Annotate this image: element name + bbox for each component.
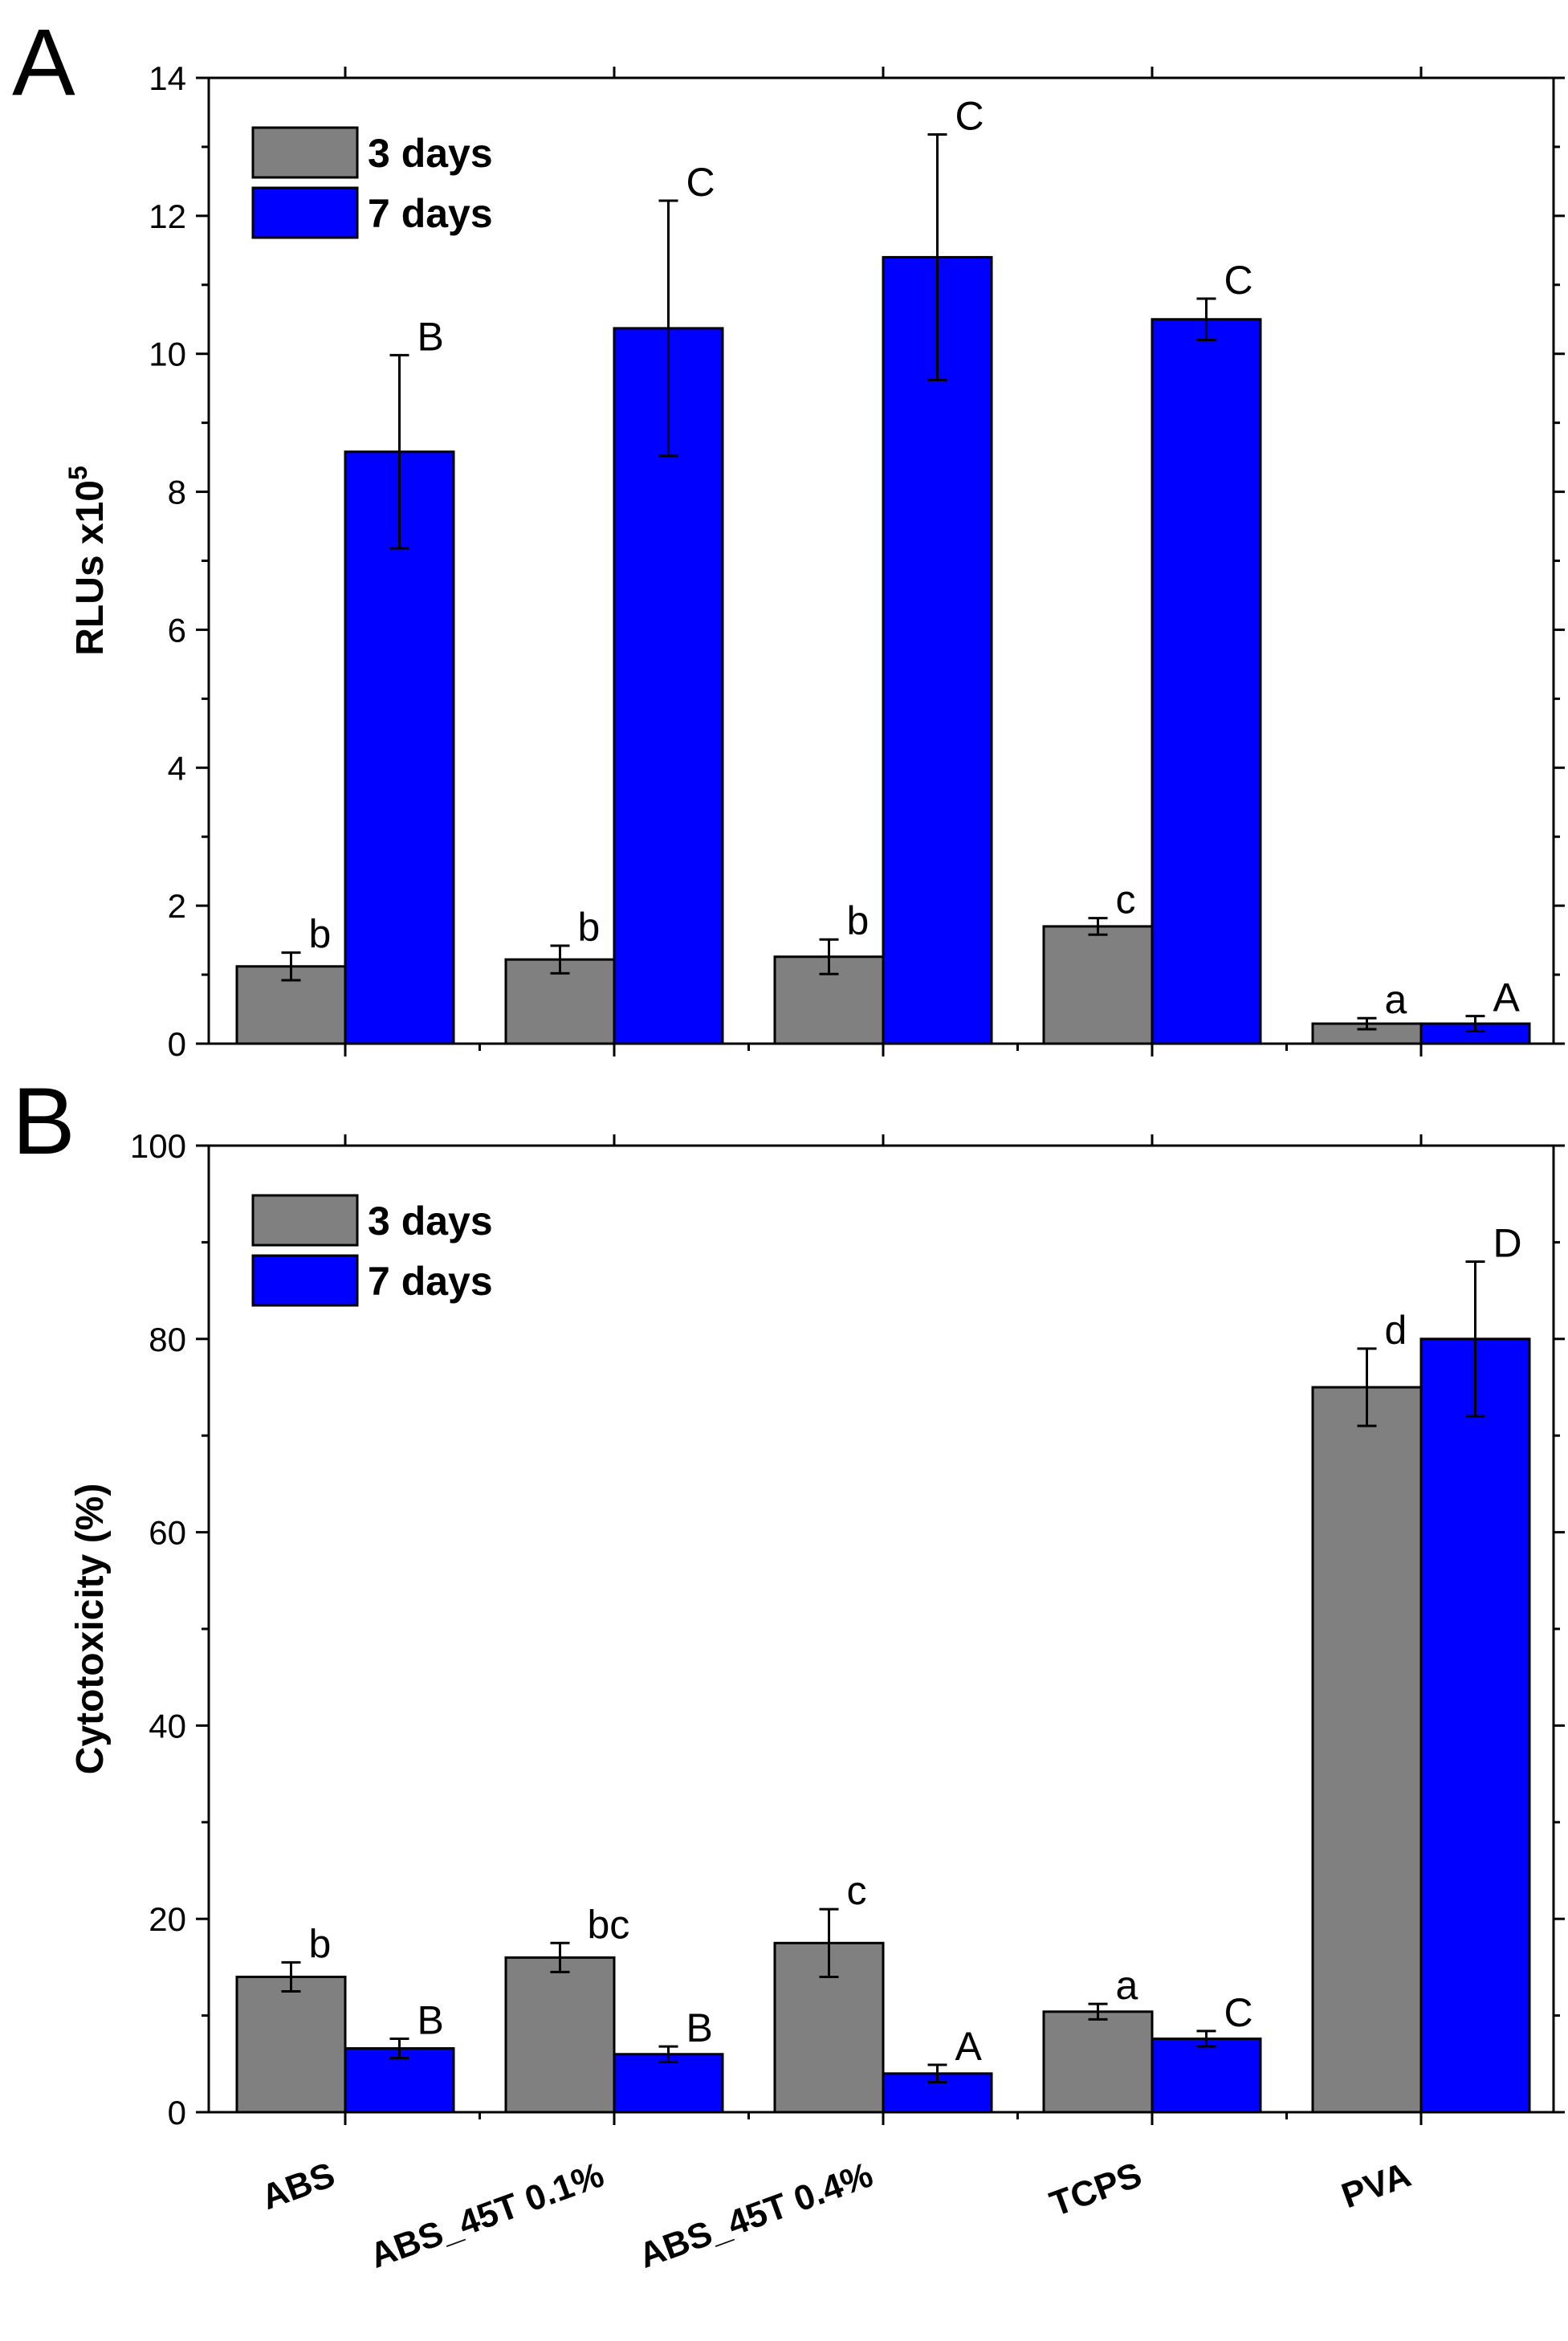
panel-a-bar	[1042, 925, 1154, 1045]
panel-a-y-tick-label: 4	[168, 749, 186, 787]
panel-b-legend-label: 7 days	[368, 1259, 493, 1304]
panel-b-legend-swatch	[251, 1194, 359, 1247]
panel-b-y-tick-label: 0	[168, 2094, 186, 2131]
panel-a-significance-letter: c	[1116, 877, 1136, 922]
panel-a-letter: A	[12, 10, 75, 116]
panel-b-significance-letter: a	[1116, 1963, 1138, 2008]
panel-b-y-axis-title: Cytotoxicity (%)	[69, 1484, 112, 1775]
panel-a-legend-swatch	[251, 126, 359, 179]
panel-b-chart: b bc c a d B B A C D 0 20 40 60 80 100 ABS ABS_45T 0.1% AB…	[69, 1127, 1565, 2276]
category-label: ABS_45T 0.4%	[633, 2155, 878, 2276]
panel-b-bar	[1311, 1386, 1423, 2114]
panel-a-bar	[1151, 318, 1262, 1045]
panel-a-y-axis-superscript: 5	[63, 466, 92, 480]
panel-b-y-tick-label: 60	[149, 1514, 186, 1552]
category-label: PVA	[1337, 2155, 1416, 2216]
panel-b-bar	[504, 1956, 616, 2114]
panel-a-y-tick-label: 14	[149, 59, 186, 97]
panel-a-significance-letter: C	[686, 160, 715, 205]
panel-a-significance-letter: C	[1224, 258, 1253, 303]
panel-a-significance-letter: A	[1493, 975, 1521, 1020]
panel-b-bar	[1151, 2037, 1262, 2114]
panel-a-legend-label: 3 days	[368, 131, 493, 176]
panel-b-significance-letter: A	[955, 2024, 983, 2069]
category-label: ABS_45T 0.1%	[365, 2155, 609, 2276]
panel-b-significance-letter: c	[847, 1868, 867, 1913]
panel-a-significance-letter: b	[309, 912, 332, 957]
panel-a-y-tick-label: 6	[168, 611, 186, 649]
panel-a-legend-label: 7 days	[368, 191, 493, 236]
panel-a-significance-letter: B	[417, 314, 444, 359]
panel-a-y-tick-label: 2	[168, 887, 186, 925]
panel-a-y-axis-title: RLUs x105	[63, 466, 112, 656]
panel-b-significance-letter: bc	[588, 1902, 630, 1947]
panel-b-letter: B	[12, 1069, 75, 1175]
panel-b-y-tick-label: 20	[149, 1900, 186, 1938]
panel-a-bar	[882, 255, 993, 1045]
panel-b-y-tick-label: 100	[130, 1127, 186, 1165]
panel-b-legend-swatch	[251, 1254, 359, 1307]
panel-b-y-tick-label: 40	[149, 1707, 186, 1745]
panel-a-significance-letter: a	[1385, 977, 1407, 1022]
panel-a-legend-swatch	[251, 186, 359, 239]
category-label: TCPS	[1045, 2155, 1146, 2224]
panel-b-significance-letter: d	[1385, 1308, 1407, 1353]
panel-b-y-tick-label: 80	[149, 1321, 186, 1358]
panel-a-y-tick-label: 0	[168, 1025, 186, 1063]
panel-a-chart: b b b c a B C C C A 0 2 4 6 8 10 12 14 RLUs x105 3 days 7 da…	[63, 59, 1565, 1063]
category-label: ABS	[256, 2155, 340, 2217]
panel-b-bar	[235, 1975, 347, 2114]
panel-a-y-tick-label: 8	[168, 474, 186, 511]
panel-b-significance-letter: C	[1224, 1990, 1253, 2035]
panel-b-bar	[613, 2053, 724, 2114]
panel-a-y-tick-label: 10	[149, 336, 186, 373]
panel-a-y-tick-label: 12	[149, 197, 186, 235]
panel-b-bar	[1419, 1337, 1531, 2114]
panel-b-bar	[1042, 2010, 1154, 2114]
panel-b-significance-letter: B	[686, 2005, 713, 2050]
panel-b-significance-letter: b	[309, 1921, 332, 1966]
panel-b-significance-letter: B	[417, 1997, 444, 2042]
panel-b-legend-label: 3 days	[368, 1199, 493, 1244]
panel-a-significance-letter: b	[578, 905, 601, 950]
panel-a-significance-letter: b	[847, 898, 870, 943]
panel-a-significance-letter: C	[955, 93, 984, 138]
panel-b-significance-letter: D	[1493, 1220, 1522, 1265]
